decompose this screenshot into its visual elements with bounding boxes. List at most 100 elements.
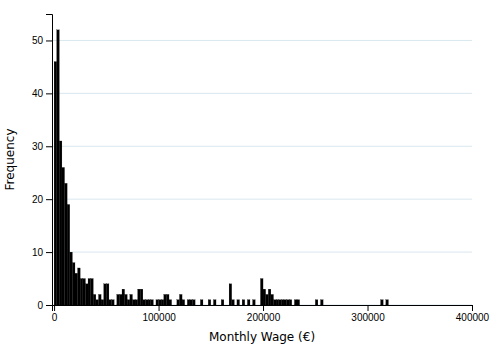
bar [420,305,423,306]
bar [310,305,313,306]
bar [415,305,418,306]
bar [138,289,141,305]
bar [438,305,441,306]
tick-label: 30 [32,141,44,152]
bar [132,300,135,305]
bar [106,284,109,305]
bar [125,294,128,305]
axis-line [53,306,473,312]
bar [85,284,88,305]
bar [412,305,415,306]
bar [75,273,78,305]
bar [232,300,235,305]
tick-mark [46,40,52,41]
bar [260,279,263,305]
bar [169,300,172,305]
bar [203,305,206,306]
tick-mark [46,146,52,147]
bar [459,305,462,306]
bar [302,305,305,306]
tick-mark [46,199,52,200]
bar [388,305,391,306]
bar [464,305,467,306]
tick-mark [46,252,52,253]
bar [430,305,433,306]
tick-mark [159,305,160,311]
bar [318,305,321,306]
x-axis-title: Monthly Wage (€) [209,330,315,344]
tick: 400000 [456,305,490,323]
bar [279,300,282,305]
bar [396,305,399,306]
tick: 0 [37,300,52,311]
bar [344,305,347,306]
bar [240,305,243,306]
bar [341,305,344,306]
tick-label: 0 [37,300,43,311]
bar [263,289,266,305]
tick-label: 300000 [351,312,385,323]
bar [383,305,386,306]
bar [347,305,350,306]
grid-line [52,146,472,147]
bar [381,300,384,305]
bar [305,305,308,306]
bar [446,305,449,306]
bar [62,167,65,305]
tick-label: 0 [52,312,58,323]
bar [428,305,431,306]
bar [65,183,68,305]
bar [216,305,219,306]
bar [164,294,167,305]
tick: 50 [32,35,52,46]
bar [386,300,389,305]
tick-label: 10 [32,247,44,258]
bar [98,294,101,305]
bar [221,300,224,305]
tick: 30 [32,141,52,152]
tick-mark [368,305,369,311]
bar [135,300,138,305]
bar [370,305,373,306]
bar [401,305,404,306]
bar [114,305,117,306]
bar [206,305,209,306]
bar [451,305,454,306]
bar [67,204,70,305]
bar [334,305,337,306]
bar [266,294,269,305]
bar [224,305,227,306]
bar [360,305,363,306]
bar [271,294,274,305]
y-axis: 0 10 20 30 40 50 [32,15,53,311]
tick: 10 [32,247,52,258]
bar [101,300,104,305]
bar [213,300,216,305]
bar [435,305,438,306]
bar [281,300,284,305]
bar [339,305,342,306]
bar [148,300,151,305]
bar [357,305,360,306]
bar [151,300,154,305]
bar [190,300,193,305]
bar [143,300,146,305]
bar [273,300,276,305]
grid [52,40,472,305]
tick-label: 100000 [142,312,176,323]
grid-line [52,199,472,200]
bar [195,305,198,306]
bar [122,289,125,305]
tick: 20 [32,194,52,205]
bar [57,30,60,305]
bar [242,300,245,305]
bar [156,300,159,305]
bar [354,305,357,306]
bar [234,305,237,306]
bar [391,305,394,306]
tick-label: 40 [32,88,44,99]
bar [200,300,203,305]
bar [268,289,271,305]
bar [177,300,180,305]
bar [448,305,451,306]
